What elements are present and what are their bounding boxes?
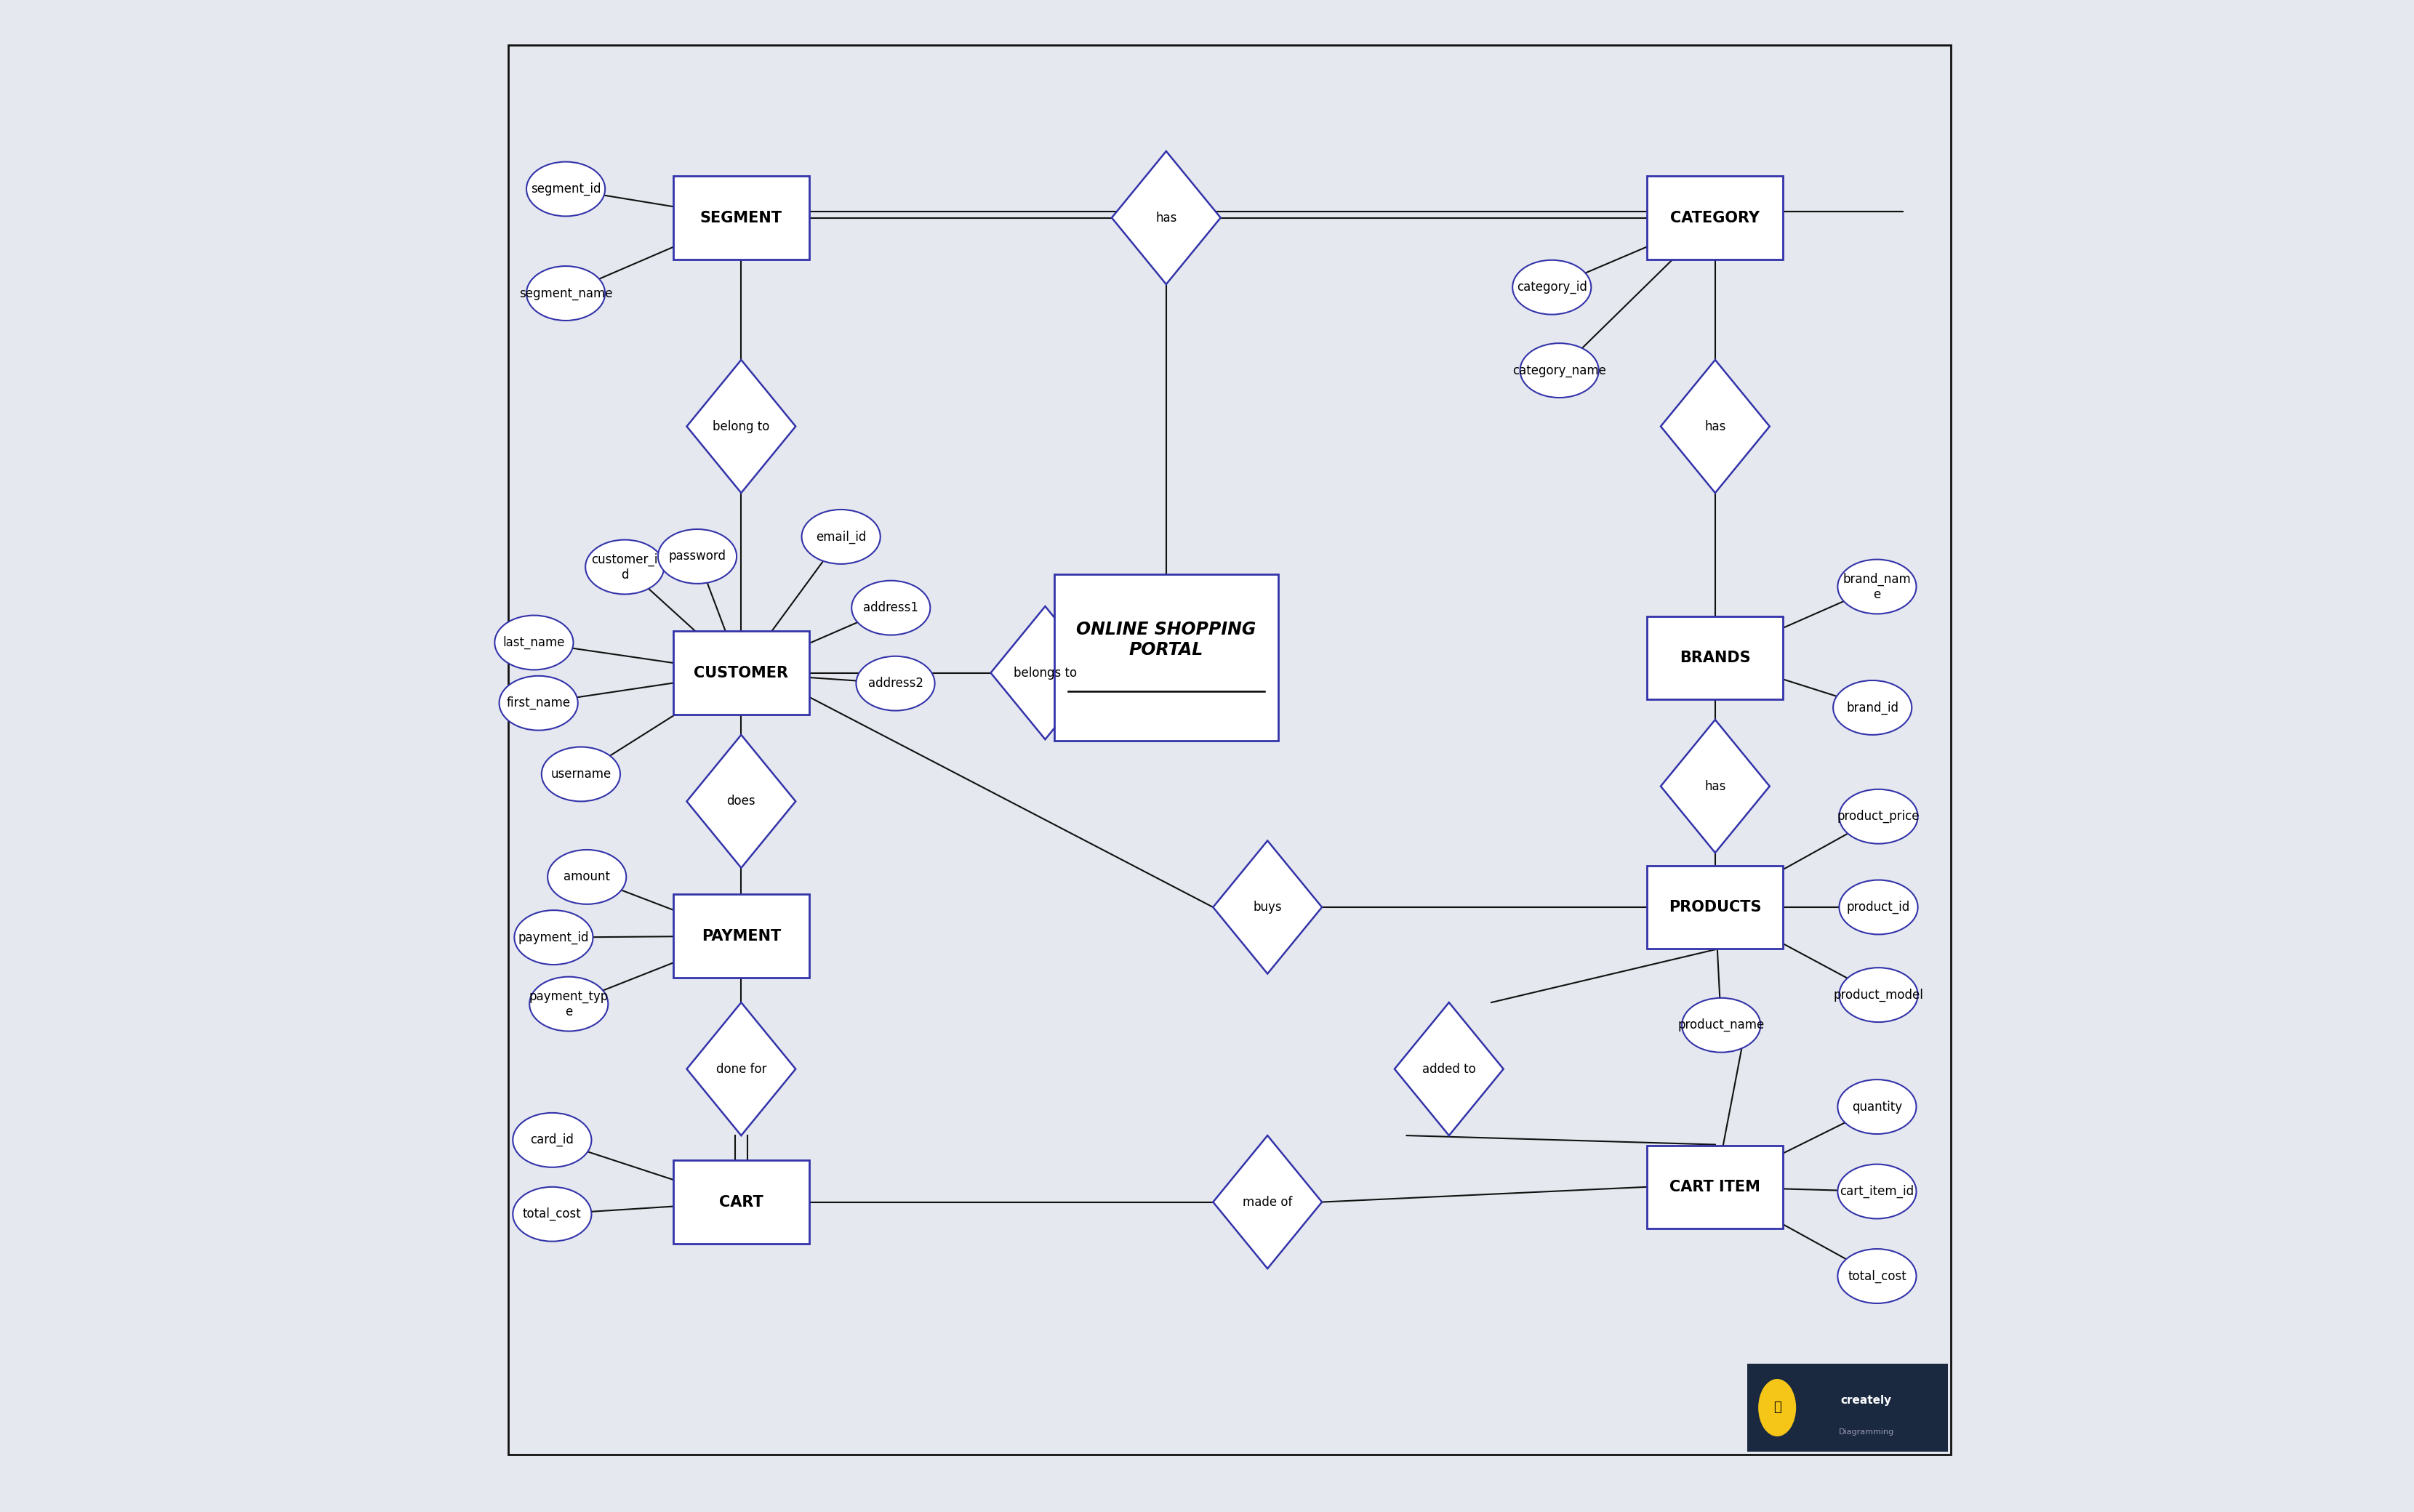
Text: category_name: category_name [1514,364,1605,376]
Text: has: has [1704,420,1726,432]
Polygon shape [990,606,1101,739]
Text: PRODUCTS: PRODUCTS [1668,900,1762,915]
Ellipse shape [512,1113,591,1167]
Text: BRANDS: BRANDS [1680,650,1750,665]
Text: has: has [1704,780,1726,792]
Ellipse shape [514,910,594,965]
Text: 💡: 💡 [1774,1402,1782,1414]
Text: Diagramming: Diagramming [1839,1429,1895,1435]
Text: belongs to: belongs to [1014,667,1077,679]
Text: has: has [1156,212,1178,224]
Ellipse shape [852,581,929,635]
Ellipse shape [1514,260,1591,314]
Ellipse shape [1521,343,1598,398]
Ellipse shape [857,656,934,711]
Text: does: does [727,795,756,807]
Text: ONLINE SHOPPING
PORTAL: ONLINE SHOPPING PORTAL [1077,621,1255,658]
Ellipse shape [1837,1080,1917,1134]
Text: product_model: product_model [1835,989,1924,1001]
Ellipse shape [526,266,606,321]
Text: total_cost: total_cost [524,1208,582,1220]
Text: added to: added to [1422,1063,1475,1075]
FancyBboxPatch shape [674,895,809,978]
Polygon shape [686,360,797,493]
FancyBboxPatch shape [674,1161,809,1243]
Text: PAYMENT: PAYMENT [702,928,780,943]
Text: payment_id: payment_id [519,931,589,943]
Ellipse shape [500,676,577,730]
Ellipse shape [512,1187,591,1241]
Text: brand_nam
e: brand_nam e [1842,573,1912,600]
Text: category_id: category_id [1516,281,1586,293]
Text: address2: address2 [867,677,922,689]
Ellipse shape [1683,998,1760,1052]
Text: CART ITEM: CART ITEM [1670,1179,1760,1194]
Polygon shape [1395,1002,1504,1136]
FancyBboxPatch shape [674,632,809,715]
Text: CUSTOMER: CUSTOMER [693,665,789,680]
FancyBboxPatch shape [1646,1146,1784,1228]
Ellipse shape [1839,880,1917,934]
Text: password: password [669,550,727,562]
Text: buys: buys [1253,901,1282,913]
Polygon shape [1661,720,1769,853]
FancyBboxPatch shape [1748,1364,1948,1452]
Text: cart_item_id: cart_item_id [1839,1185,1914,1198]
Text: creately: creately [1842,1394,1893,1406]
Ellipse shape [1757,1379,1796,1436]
Ellipse shape [541,747,620,801]
Text: brand_id: brand_id [1847,702,1900,714]
Text: last_name: last_name [502,637,565,649]
Polygon shape [1214,841,1323,974]
Polygon shape [1113,151,1221,284]
Text: CATEGORY: CATEGORY [1670,210,1760,225]
Text: payment_typ
e: payment_typ e [529,990,608,1018]
Ellipse shape [529,977,608,1031]
Polygon shape [1661,360,1769,493]
Text: product_name: product_name [1678,1019,1765,1031]
Polygon shape [1214,1136,1323,1269]
FancyBboxPatch shape [1646,865,1784,950]
Ellipse shape [1837,1249,1917,1303]
Text: username: username [550,768,611,780]
Text: amount: amount [562,871,611,883]
Text: customer_i
d: customer_i d [591,553,659,581]
Ellipse shape [587,540,664,594]
Text: address1: address1 [864,602,920,614]
Ellipse shape [1832,680,1912,735]
Text: segment_id: segment_id [531,183,601,195]
FancyBboxPatch shape [1646,617,1784,700]
FancyBboxPatch shape [1646,177,1784,260]
Ellipse shape [526,162,606,216]
Text: SEGMENT: SEGMENT [700,210,782,225]
Text: segment_name: segment_name [519,287,613,299]
FancyBboxPatch shape [674,177,809,260]
Text: made of: made of [1243,1196,1291,1208]
Text: card_id: card_id [531,1134,575,1146]
Ellipse shape [548,850,625,904]
Ellipse shape [1837,559,1917,614]
Text: done for: done for [717,1063,768,1075]
Text: email_id: email_id [816,531,867,543]
FancyBboxPatch shape [1055,575,1277,741]
Ellipse shape [659,529,736,584]
Text: belong to: belong to [712,420,770,432]
Text: product_id: product_id [1847,901,1909,913]
Ellipse shape [495,615,572,670]
Polygon shape [686,1002,797,1136]
Text: first_name: first_name [507,697,570,709]
Text: quantity: quantity [1852,1101,1902,1113]
Ellipse shape [1837,1164,1917,1219]
Text: total_cost: total_cost [1847,1270,1907,1282]
Text: product_price: product_price [1837,810,1919,823]
Ellipse shape [1839,968,1917,1022]
Ellipse shape [801,510,881,564]
Ellipse shape [1839,789,1917,844]
Text: CART: CART [719,1194,763,1210]
Polygon shape [686,735,797,868]
